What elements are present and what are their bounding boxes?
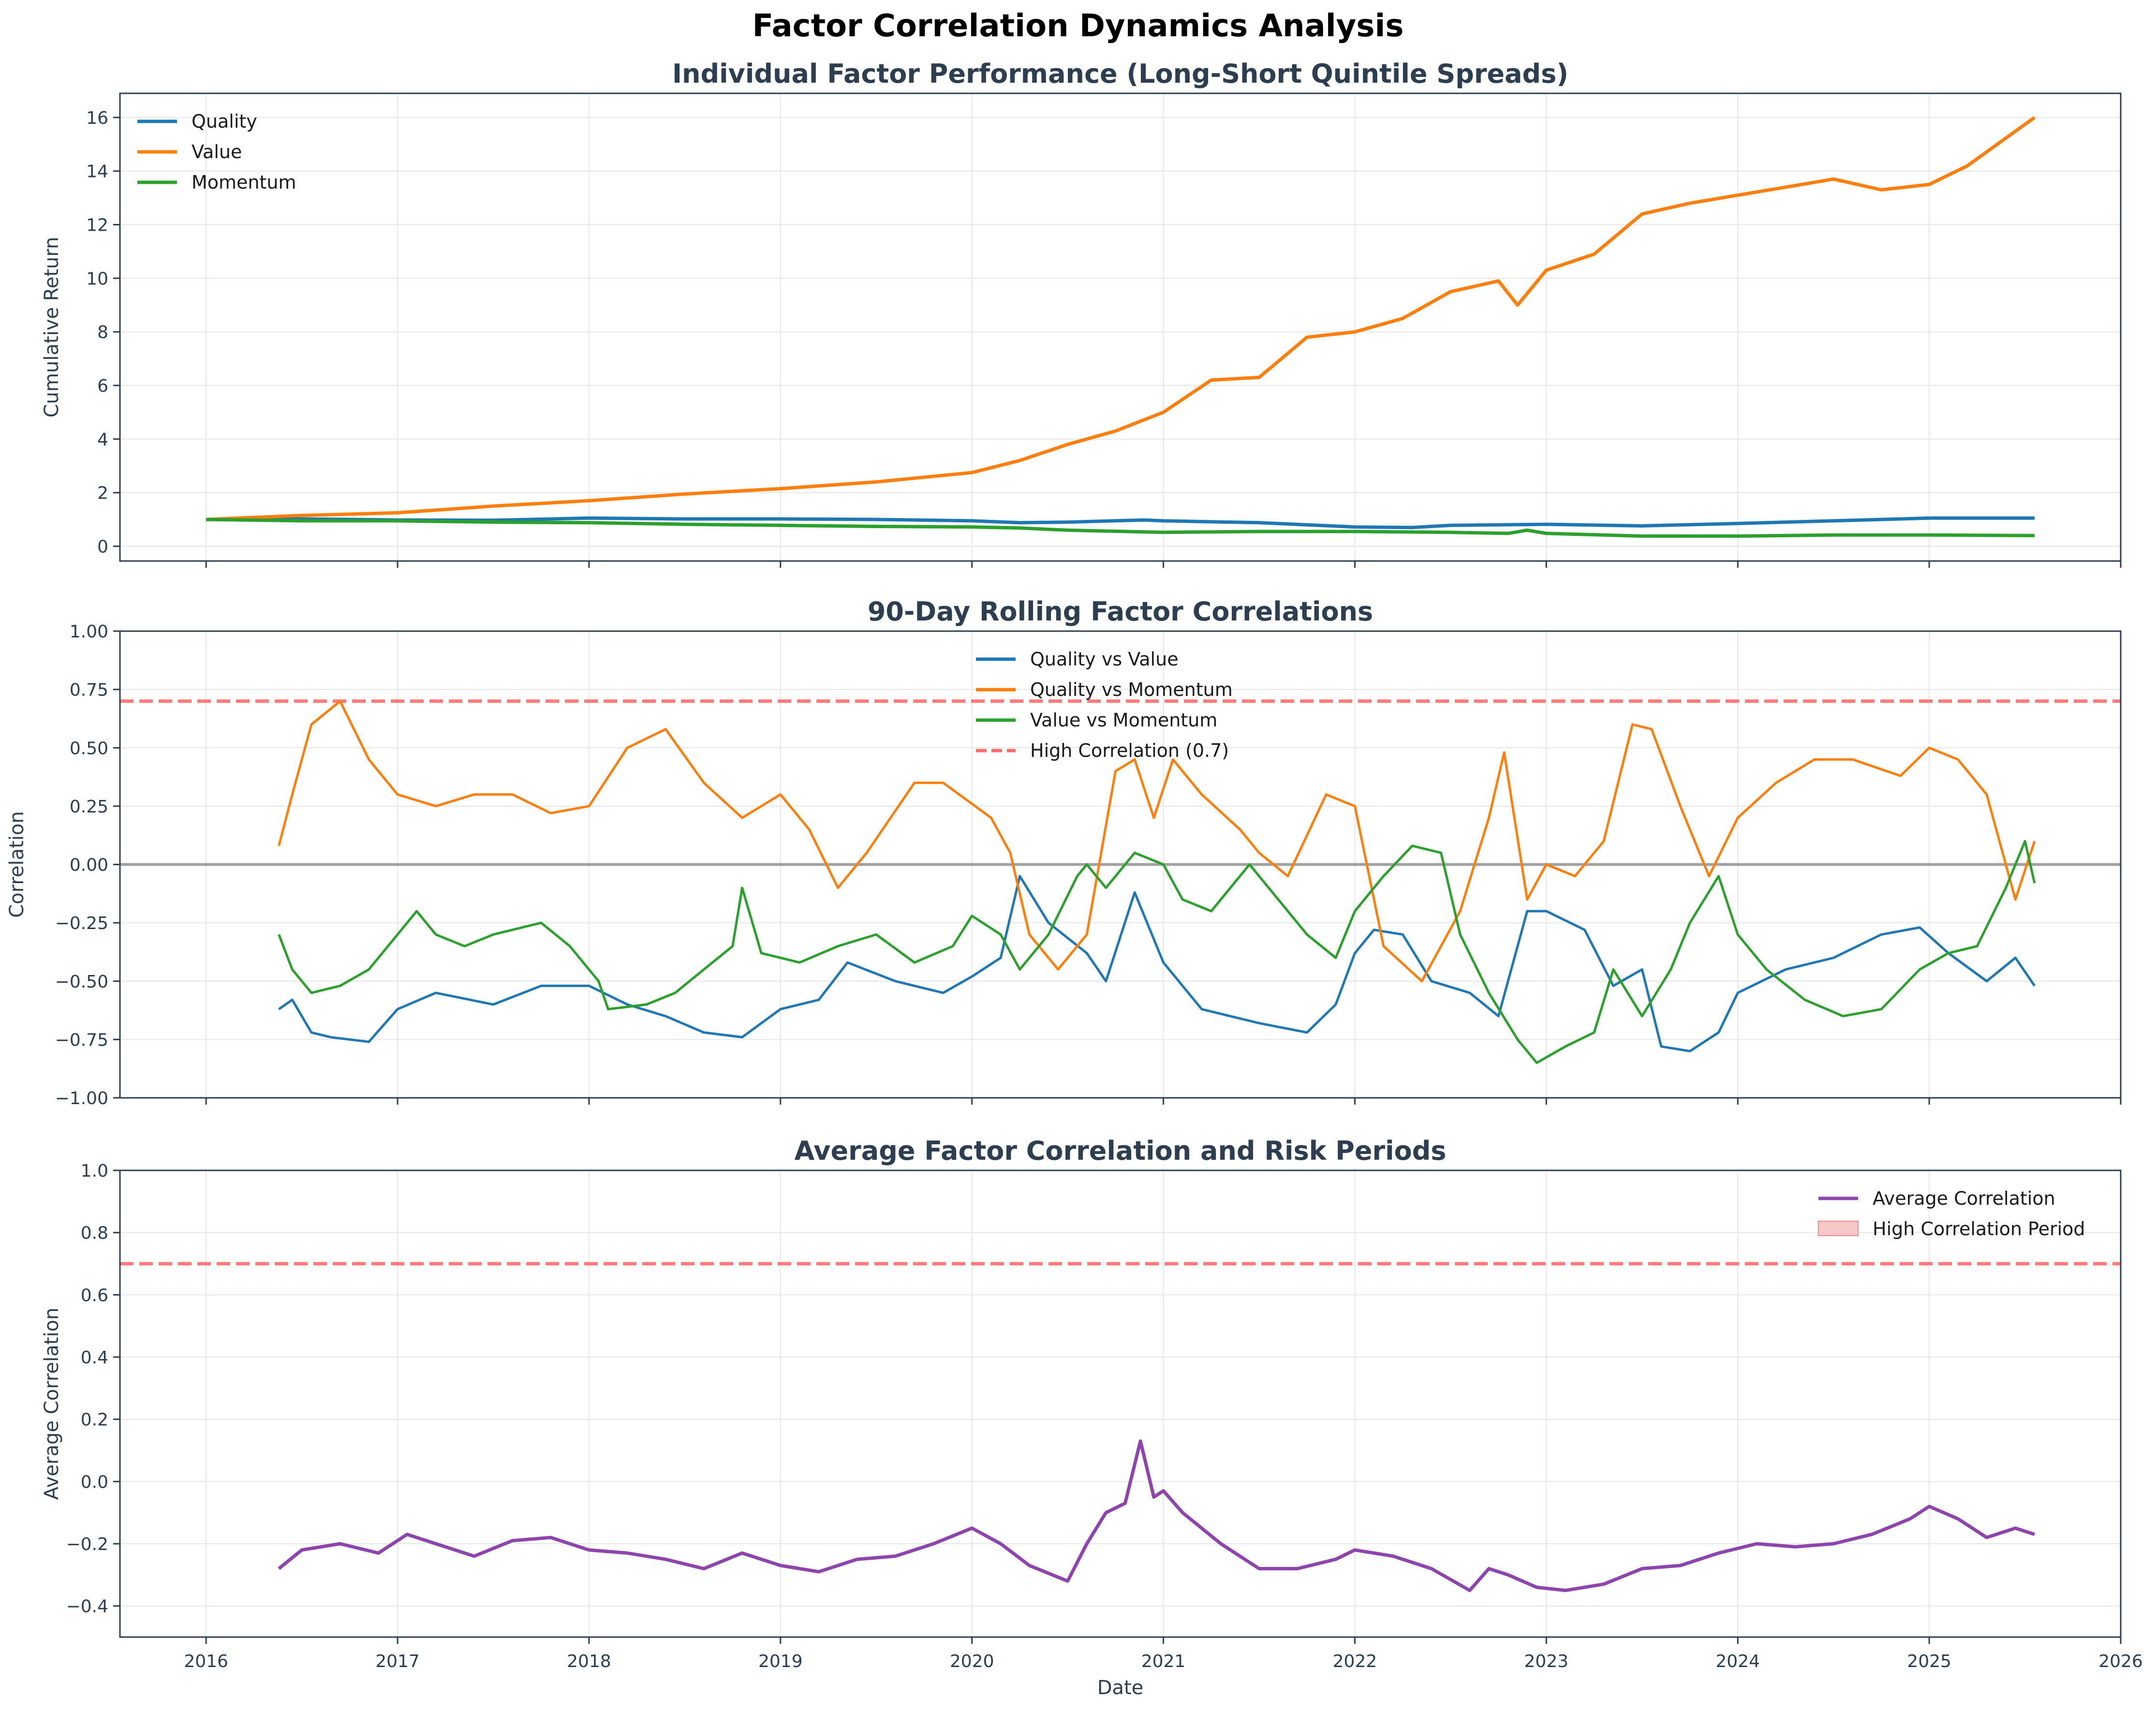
y-tick-label: 0.00 [70, 856, 108, 875]
y-tick-label: −0.25 [55, 914, 108, 933]
y-tick-label: −0.50 [55, 972, 108, 992]
y-tick-label: 0.2 [81, 1410, 108, 1430]
panel-title: Individual Factor Performance (Long-Shor… [672, 59, 1568, 89]
series-line-value [206, 116, 2036, 521]
y-tick-label: 0.8 [81, 1224, 108, 1243]
legend-label: Value vs Momentum [1030, 709, 1217, 731]
legend: Average Correlation High Correlation Peri… [1818, 1188, 2085, 1240]
legend-label: Quality [192, 111, 257, 132]
x-tick-label: 2024 [1715, 1652, 1760, 1671]
x-tick-label: 2019 [758, 1652, 803, 1671]
series-line-value-vs-momentum [278, 840, 2036, 1064]
y-axis-label: Correlation [6, 811, 28, 918]
panel-title: Average Factor Correlation and Risk Peri… [794, 1136, 1446, 1166]
chart-panel-1: 0 2 4 6 8 10 12 14 16 Individual Factor Performan… [41, 59, 2122, 568]
y-tick-label: 14 [86, 162, 108, 182]
y-tick-label: −0.4 [66, 1597, 108, 1617]
y-tick-label: 1.0 [81, 1161, 108, 1181]
y-tick-label: 1.00 [70, 622, 108, 642]
legend-label: High Correlation (0.7) [1030, 740, 1229, 761]
y-tick-label: 16 [86, 108, 108, 128]
axes-frame [119, 92, 2122, 562]
x-tick-label: 2017 [375, 1652, 420, 1671]
y-tick-label: 4 [97, 430, 108, 450]
y-tick-label: 12 [86, 216, 108, 236]
x-tick-label: 2021 [1141, 1652, 1186, 1671]
y-axis-label: Cumulative Return [41, 237, 63, 418]
legend-label: Value [192, 141, 242, 162]
y-tick-label: −0.75 [55, 1030, 108, 1050]
y-tick-label: 0.0 [81, 1472, 108, 1492]
axes-frame [119, 1169, 2122, 1638]
x-tick-label: 2023 [1524, 1652, 1569, 1671]
legend-label: Quality vs Momentum [1030, 679, 1233, 700]
legend-label: Quality vs Value [1030, 649, 1179, 670]
y-axis-label: Average Correlation [41, 1308, 63, 1500]
x-tick-label: 2025 [1907, 1652, 1951, 1671]
x-tick-label: 2020 [950, 1652, 994, 1671]
y-tick-label: 0.4 [81, 1348, 108, 1368]
series-line-quality-vs-momentum [278, 700, 2036, 983]
chart-panel-2: −1.00 −0.75 −0.50 −0.25 0.00 0.25 0.50 0.75 1.00… [6, 596, 2122, 1108]
y-tick-label: −0.2 [66, 1535, 108, 1554]
legend: Quality vs Value Quality vs Momentum Value… [976, 649, 1233, 761]
y-tick-label: −1.00 [55, 1089, 108, 1108]
legend: Quality Value Momentum [137, 111, 296, 193]
y-tick-label: 10 [86, 269, 108, 289]
y-tick-label: 0.50 [70, 738, 108, 758]
legend-label: Average Correlation [1873, 1188, 2055, 1209]
series-line-quality-vs-value [278, 875, 2036, 1052]
series-line-momentum [206, 517, 2035, 538]
chart-panel-3: 2016 2017 2018 2019 2020 2021 2022 2023 2024 2025… [41, 1136, 2143, 1699]
figure-title: Factor Correlation Dynamics Analysis [752, 8, 1403, 44]
y-tick-label: 8 [97, 323, 108, 342]
series-line-average-correlation [278, 1439, 2035, 1592]
series-line-quality [206, 516, 2035, 530]
y-tick-label: 0.6 [81, 1285, 108, 1305]
panel-title: 90-Day Rolling Factor Correlations [868, 596, 1373, 627]
y-tick-label: 6 [97, 376, 108, 396]
legend-label: Momentum [192, 172, 296, 193]
legend-label: High Correlation Period [1873, 1218, 2085, 1240]
x-tick-label: 2016 [184, 1652, 228, 1671]
y-tick-label: 0.25 [70, 797, 108, 817]
y-tick-label: 2 [97, 484, 108, 503]
y-tick-label: 0 [97, 537, 108, 557]
x-tick-label: 2018 [567, 1652, 611, 1671]
legend-swatch [1818, 1221, 1859, 1236]
x-axis-label: Date [1097, 1677, 1144, 1699]
x-tick-label: 2026 [2098, 1652, 2143, 1671]
x-tick-label: 2022 [1333, 1652, 1377, 1671]
y-tick-label: 0.75 [70, 680, 108, 700]
